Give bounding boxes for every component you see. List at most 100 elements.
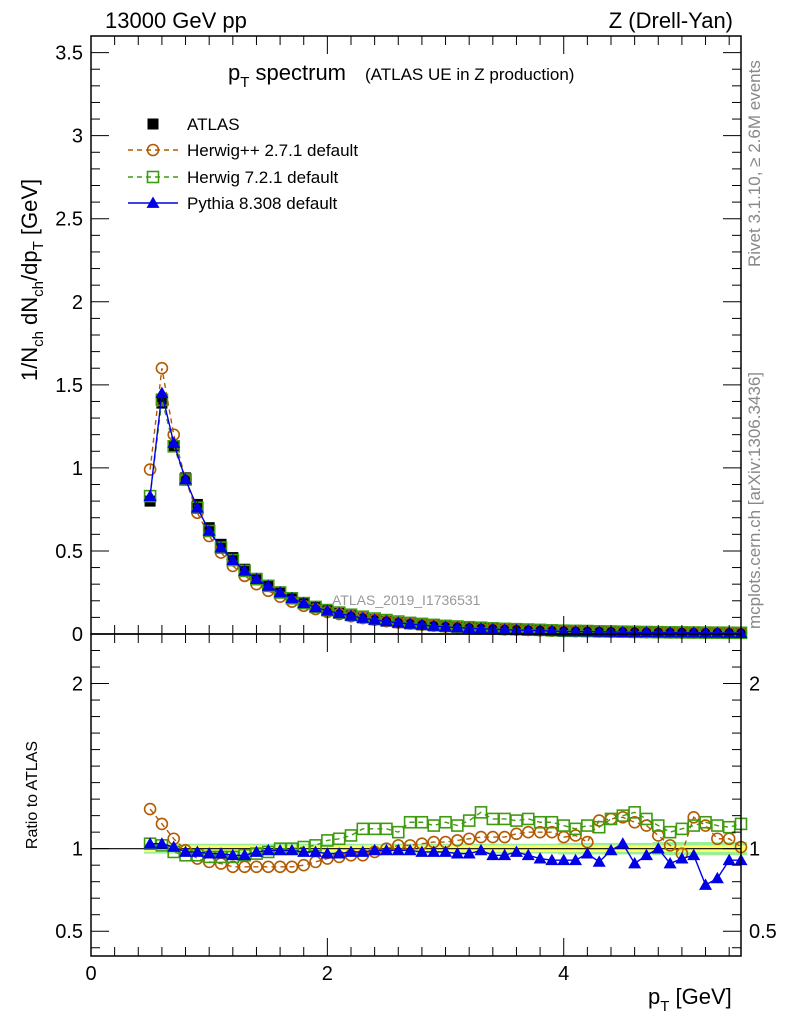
- main-point-pythia: [155, 386, 169, 399]
- ratio-point-herwigpp: [143, 802, 157, 816]
- ratio-point-pythia: [261, 843, 275, 856]
- ratio-point-herwig7: [474, 806, 488, 819]
- main-point-pythia: [320, 604, 334, 616]
- ratio-point-pythia: [226, 848, 240, 861]
- ratio-point-pythia: [167, 840, 181, 852]
- ratio-point-pythia: [249, 845, 263, 857]
- legend-label-pythia: Pythia 8.308 default: [187, 194, 338, 213]
- main-point-pythia: [391, 616, 405, 628]
- ratio-point-pythia: [238, 848, 252, 861]
- ratio-point-herwig7: [533, 815, 547, 829]
- analysis-watermark: ATLAS_2019_I1736531: [332, 592, 481, 608]
- chart-title: pT spectrum: [228, 60, 346, 91]
- main-ytick-label: 1.5: [55, 375, 83, 397]
- ratio-point-pythia: [309, 845, 323, 857]
- main-y-tick-labels: 0 0.5 1 1.5 2 2.5 3 3.5: [55, 43, 83, 646]
- ratio-point-herwig7: [640, 812, 653, 826]
- ratio-point-herwig7: [663, 825, 677, 839]
- x-axis-title-sub: T: [660, 998, 669, 1015]
- rivet-version-label: Rivet 3.1.10, ≥ 2.6M events: [745, 60, 764, 267]
- legend-label-herwigpp: Herwig++ 2.7.1 default: [187, 141, 358, 160]
- main-ytick-label: 0: [72, 624, 83, 646]
- ratio-ytick-label-right: 0.5: [749, 921, 777, 943]
- main-point-pythia: [498, 623, 512, 635]
- x-tick-label: 0: [85, 963, 96, 985]
- chart-title-main: p: [228, 60, 240, 85]
- main-point-pythia: [710, 626, 724, 638]
- ratio-point-herwigpp: [663, 839, 677, 852]
- ratio-point-herwig7: [592, 820, 606, 834]
- ratio-point-herwigpp: [498, 830, 511, 844]
- ratio-point-herwig7: [699, 815, 712, 829]
- chart-subtitle: (ATLAS UE in Z production): [365, 65, 574, 84]
- main-ytick-label: 3: [72, 126, 83, 148]
- main-point-pythia: [687, 626, 701, 638]
- legend-entry-pythia: Pythia 8.308 default: [128, 194, 338, 213]
- ratio-point-pythia: [509, 845, 523, 857]
- ratio-point-herwig7: [451, 819, 464, 832]
- ratio-point-herwig7: [675, 822, 689, 836]
- ratio-point-herwigpp: [273, 860, 287, 874]
- ratio-point-pythia: [628, 857, 642, 869]
- ratio-ytick-label-right: 1: [749, 839, 760, 861]
- main-point-pythia: [190, 501, 204, 513]
- ratio-point-pythia: [486, 848, 500, 861]
- ratio-point-pythia: [427, 845, 441, 857]
- main-point-pythia: [344, 609, 358, 621]
- main-point-pythia: [415, 618, 429, 630]
- ratio-point-pythia: [202, 847, 216, 859]
- ratio-point-pythia: [521, 848, 535, 861]
- ratio-point-herwig7: [391, 825, 405, 839]
- ratio-series-pythia: [143, 837, 748, 890]
- ratio-point-herwig7: [344, 829, 358, 842]
- ratio-point-herwig7: [711, 819, 724, 832]
- x-tick-label: 2: [322, 963, 333, 985]
- ratio-point-herwigpp: [640, 819, 653, 832]
- main-point-pythia: [238, 564, 252, 576]
- main-point-pythia: [179, 473, 193, 485]
- main-point-pythia: [379, 614, 393, 627]
- main-point-pythia: [273, 585, 287, 598]
- ratio-point-herwigpp: [309, 855, 322, 869]
- ratio-point-herwig7: [427, 819, 441, 832]
- ratio-point-pythia: [533, 852, 547, 864]
- ratio-series-group: [143, 802, 748, 890]
- ratio-point-herwigpp: [226, 860, 240, 874]
- ratio-point-herwig7: [569, 822, 582, 836]
- legend-marker-atlas: [147, 118, 159, 130]
- x-tick-label: 4: [558, 963, 569, 985]
- legend-symbol-pythia: [128, 196, 178, 208]
- chart-title-sub: T: [240, 74, 249, 91]
- ratio-ytick-label: 1: [72, 839, 83, 861]
- ratio-point-pythia: [155, 837, 169, 849]
- ratio-point-pythia: [285, 843, 299, 856]
- ratio-point-pythia: [332, 847, 346, 859]
- ratio-point-herwigpp: [533, 825, 547, 839]
- ratio-point-herwigpp: [711, 832, 724, 846]
- ratio-point-herwig7: [415, 815, 429, 829]
- main-point-pythia: [297, 596, 311, 609]
- legend-symbol-herwig7: [128, 170, 178, 184]
- legend-marker-herwigpp: [146, 143, 160, 157]
- main-point-pythia: [403, 617, 417, 629]
- ratio-point-pythia: [651, 842, 665, 854]
- chart-title-rest: spectrum: [249, 60, 346, 85]
- ratio-point-herwigpp: [451, 834, 464, 847]
- main-y-axis-title: 1/Nch dNch/dpT [GeV]: [17, 179, 47, 381]
- main-point-pythia: [368, 613, 382, 625]
- ratio-y-tick-labels-right: 0.5 1 2: [749, 674, 777, 944]
- ratio-point-herwig7: [462, 814, 476, 827]
- ratio-point-herwigpp: [651, 829, 665, 842]
- ratio-point-pythia: [699, 878, 713, 890]
- ratio-point-pythia: [592, 855, 606, 867]
- ratio-point-pythia: [391, 843, 405, 856]
- ratio-point-pythia: [462, 847, 476, 859]
- legend: ATLAS Herwig++ 2.7.1 default Herwig 7.2.…: [128, 115, 358, 213]
- ratio-point-pythia: [663, 857, 677, 869]
- ratio-axis-ticks: [90, 634, 741, 956]
- main-point-pythia: [261, 579, 275, 591]
- ratio-point-pythia: [368, 843, 382, 856]
- main-point-pythia: [249, 572, 263, 585]
- ratio-point-herwig7: [486, 812, 500, 826]
- main-axis-ticks: [90, 35, 741, 635]
